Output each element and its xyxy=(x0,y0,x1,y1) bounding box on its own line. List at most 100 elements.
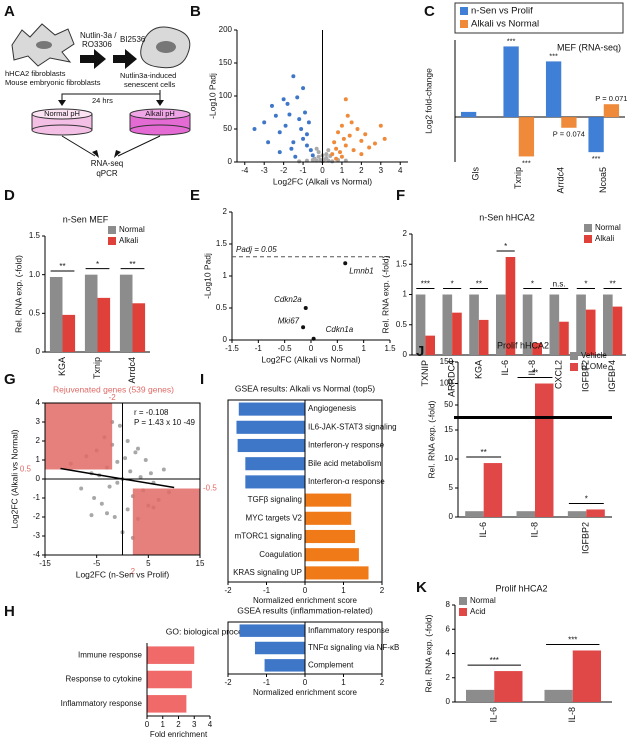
point-label: Cdkn2a xyxy=(274,295,302,304)
point xyxy=(347,133,352,138)
cell-label: senescent cells xyxy=(124,80,176,89)
chart-title: GO: biological process xyxy=(166,626,252,636)
x-axis-label: Log2FC (Alkali vs Normal) xyxy=(261,354,360,364)
bar xyxy=(452,312,462,355)
x-tick-label: -15 xyxy=(39,559,51,568)
point xyxy=(316,154,321,159)
dish xyxy=(129,108,191,120)
y-tick-label: 0 xyxy=(449,512,454,521)
significance: P = 0.071 xyxy=(595,94,627,103)
dish-label: Alkali pH xyxy=(145,109,175,118)
x-tick-label: IGFBP2 xyxy=(580,360,590,392)
bar xyxy=(84,274,98,352)
legend-swatch xyxy=(570,363,578,371)
bar xyxy=(494,671,523,702)
point xyxy=(107,484,112,489)
drug-label: RO3306 xyxy=(82,40,112,49)
x-tick-label: 4 xyxy=(208,720,213,729)
x-tick-label: 0 xyxy=(309,344,314,353)
point xyxy=(115,459,120,464)
arrowhead xyxy=(92,150,121,158)
point xyxy=(266,140,271,145)
y-tick-label: 15 xyxy=(444,425,453,434)
y-tick-label: 0.5 xyxy=(29,308,41,317)
point xyxy=(281,97,286,102)
y-tick-label: 0 xyxy=(36,474,41,483)
y-tick-label: 100 xyxy=(440,379,454,388)
panel-label: A xyxy=(4,3,15,20)
y-tick-label: 1.5 xyxy=(396,259,408,268)
point xyxy=(339,123,344,128)
panel-label: H xyxy=(4,603,15,620)
x-axis-label: Normalized enrichment score xyxy=(253,596,358,605)
point xyxy=(330,152,335,157)
bar xyxy=(585,309,596,355)
point xyxy=(303,110,308,115)
point xyxy=(343,97,348,102)
bar xyxy=(97,297,111,352)
y-axis-label: Log2FC (Alkali vs Normal) xyxy=(9,429,19,528)
y-tick-label: 150 xyxy=(440,357,454,366)
bar xyxy=(567,511,587,517)
bar xyxy=(442,294,453,355)
y-tick-label: 0 xyxy=(223,335,228,344)
significance: * xyxy=(96,260,99,269)
chart-title: n-Sen MEF xyxy=(63,214,109,224)
region xyxy=(132,488,200,555)
x-tick-label: -2 xyxy=(224,586,232,595)
y-tick-label: 2 xyxy=(446,673,451,682)
bar xyxy=(239,624,305,637)
y-tick-label: -2 xyxy=(33,512,41,521)
significance: ** xyxy=(481,448,487,457)
y-tick-label: 200 xyxy=(219,25,233,34)
bar xyxy=(305,529,356,544)
legend-swatch xyxy=(108,237,116,245)
bar-label: KRAS signaling UP xyxy=(233,568,302,577)
y-tick-label: 8 xyxy=(446,600,451,609)
bar-label: mTORC1 signaling xyxy=(235,532,302,541)
x-tick-label: -1 xyxy=(300,166,308,175)
point xyxy=(326,148,331,153)
connector xyxy=(61,135,161,157)
bar xyxy=(495,294,506,355)
y-tick-label: 6 xyxy=(446,624,451,633)
drug-label: BI2536 xyxy=(120,35,146,44)
point xyxy=(343,143,348,148)
bar xyxy=(516,511,535,517)
bar xyxy=(503,46,519,118)
cell-label: hHCA2 fibroblasts xyxy=(5,69,66,78)
bar-label: Inflammatory response xyxy=(61,699,143,708)
point xyxy=(285,101,290,106)
bar-label: Complement xyxy=(308,660,354,669)
point xyxy=(316,150,321,155)
point xyxy=(92,496,97,500)
dish xyxy=(31,124,93,136)
point xyxy=(334,156,339,161)
point xyxy=(367,145,372,150)
y-tick-label: 1 xyxy=(36,455,41,464)
legend-swatch xyxy=(584,235,592,243)
significance: *** xyxy=(592,154,601,163)
point xyxy=(382,136,387,141)
x-tick-label: 0 xyxy=(303,586,308,595)
x-tick-label: CXCL2 xyxy=(554,360,564,389)
x-tick-label: -4 xyxy=(241,166,249,175)
point xyxy=(287,112,292,117)
point-label: Cdkn1a xyxy=(326,325,354,334)
point xyxy=(269,103,274,108)
legend-label: Alkali vs Normal xyxy=(471,19,539,30)
time-label: 24 hrs xyxy=(92,96,113,105)
x-tick-label: IL-6 xyxy=(478,522,488,538)
bar xyxy=(602,294,613,355)
bar-label: TGFβ signaling xyxy=(248,495,302,504)
x-tick-label: Txnip xyxy=(513,167,523,189)
cut-label: -2 xyxy=(109,393,117,402)
assay-label: RNA-seq xyxy=(91,159,123,168)
point xyxy=(359,152,364,157)
bar xyxy=(545,61,562,118)
point xyxy=(351,148,356,153)
x-tick-label: IGFBP2 xyxy=(581,522,591,554)
bar-label: Angiogenesis xyxy=(308,404,356,413)
legend-swatch xyxy=(570,352,578,360)
bar xyxy=(572,650,602,702)
